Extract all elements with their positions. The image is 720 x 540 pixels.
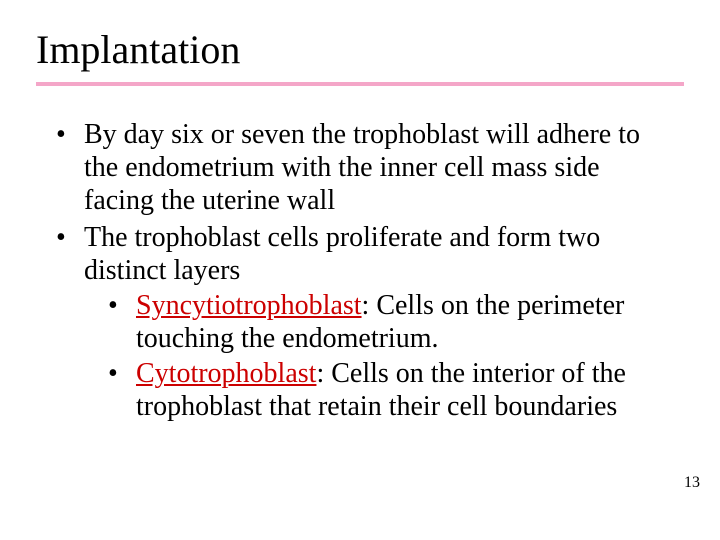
term-highlight: Syncytiotrophoblast xyxy=(136,290,362,321)
term-highlight: Cytotrophoblast xyxy=(136,358,316,389)
slide-title: Implantation xyxy=(36,26,240,73)
title-rule xyxy=(36,82,684,86)
bullet-text: The trophoblast cells proliferate and fo… xyxy=(84,222,600,286)
bullet-item: The trophoblast cells proliferate and fo… xyxy=(54,221,650,423)
bullet-text: By day six or seven the trophoblast will… xyxy=(84,119,640,216)
bullet-item: By day six or seven the trophoblast will… xyxy=(54,118,650,217)
bullet-list: By day six or seven the trophoblast will… xyxy=(54,118,650,423)
sub-bullet-list: Syncytiotrophoblast: Cells on the perime… xyxy=(84,289,650,423)
sub-bullet-item: Cytotrophoblast: Cells on the interior o… xyxy=(106,357,650,423)
sub-bullet-item: Syncytiotrophoblast: Cells on the perime… xyxy=(106,289,650,355)
page-number: 13 xyxy=(684,474,700,492)
slide: Implantation By day six or seven the tro… xyxy=(0,0,720,540)
slide-body: By day six or seven the trophoblast will… xyxy=(54,118,650,427)
